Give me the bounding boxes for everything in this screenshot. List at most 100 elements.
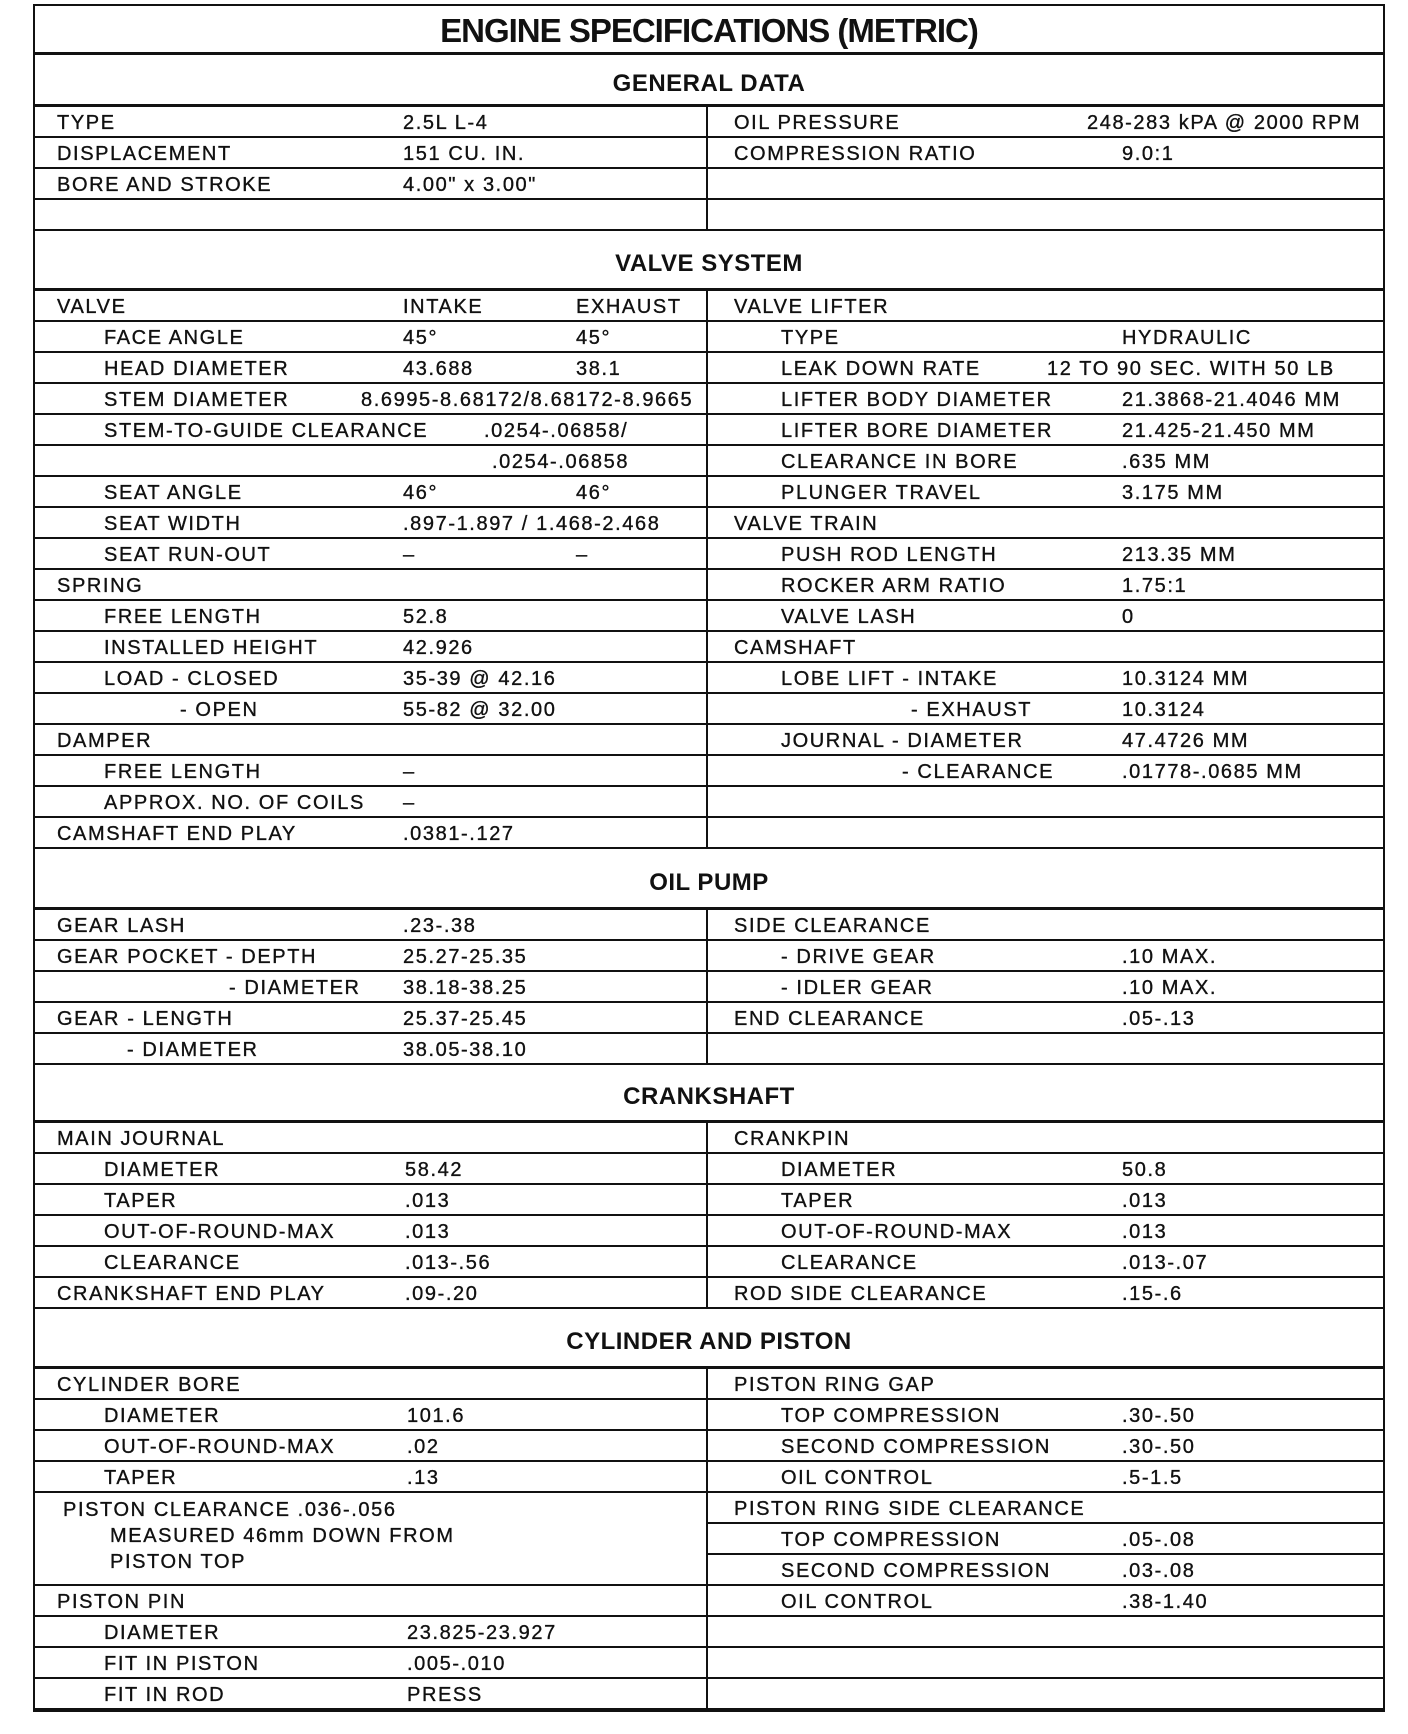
spec-row: GEAR LASH .23-.38 <box>35 910 706 941</box>
spec-row: DIAMETER 23.825-23.927 <box>35 1617 706 1648</box>
spec-value: .15-.6 <box>1122 1283 1183 1305</box>
spec-label: OIL CONTROL <box>781 1467 934 1489</box>
spec-value: .30-.50 <box>1122 1405 1196 1427</box>
spec-row: MAIN JOURNAL <box>35 1123 706 1154</box>
spec-value: 8.6995-8.68172/8.68172-8.9665 <box>361 389 694 411</box>
spec-label: DIAMETER <box>104 1622 221 1644</box>
spec-row: GEAR POCKET - DEPTH 25.27-25.35 <box>35 941 706 972</box>
spec-label: GEAR LASH <box>57 915 186 937</box>
spec-value: – <box>403 792 416 814</box>
spec-label: - CLEARANCE <box>902 761 1055 783</box>
spec-row: CLEARANCE .013-.56 <box>35 1247 706 1278</box>
spec-value: 25.27-25.35 <box>403 946 528 968</box>
spec-row: VALVE LASH 0 <box>706 601 1383 632</box>
spec-label: SPRING <box>57 575 144 597</box>
spec-row: LOBE LIFT - INTAKE 10.3124 MM <box>706 663 1383 694</box>
spec-value: .01778-.0685 MM <box>1122 761 1303 783</box>
spec-row: OIL CONTROL .5-1.5 <box>706 1462 1383 1493</box>
spec-label: INSTALLED HEIGHT <box>104 637 319 659</box>
spec-value: .02 <box>407 1436 440 1458</box>
spec-value: .0254-.06858 <box>492 451 630 473</box>
spec-label: TYPE <box>57 112 116 134</box>
spec-value: 35-39 @ 42.16 <box>403 668 557 690</box>
spec-note-line: PISTON TOP <box>110 1551 247 1573</box>
spec-row: STEM DIAMETER 8.6995-8.68172/8.68172-8.96… <box>35 384 706 415</box>
spec-label: LEAK DOWN RATE <box>781 358 981 380</box>
spec-row: SEAT WIDTH .897-1.897 / 1.468-2.468 <box>35 508 706 539</box>
spec-value: 10.3124 <box>1122 699 1206 721</box>
spec-label: VALVE LASH <box>781 606 917 628</box>
spec-value: .013-.07 <box>1122 1252 1209 1274</box>
spec-label: LOAD - CLOSED <box>104 668 280 690</box>
spec-row: CYLINDER BORE <box>35 1369 706 1400</box>
spec-row: - IDLER GEAR .10 MAX. <box>706 972 1383 1003</box>
spec-label: CAMSHAFT END PLAY <box>57 823 297 845</box>
spec-value: 50.8 <box>1122 1159 1168 1181</box>
spec-row: CLEARANCE .013-.07 <box>706 1247 1383 1278</box>
spec-label: CLEARANCE <box>781 1252 918 1274</box>
spec-value: .013-.56 <box>405 1252 492 1274</box>
spec-value: 4.00" x 3.00" <box>403 174 537 196</box>
spec-row: TYPE HYDRAULIC <box>706 322 1383 353</box>
spec-label: OUT-OF-ROUND-MAX <box>781 1221 1013 1243</box>
spec-row: OUT-OF-ROUND-MAX .02 <box>35 1431 706 1462</box>
spec-value: 1.75:1 <box>1122 575 1188 597</box>
spec-value: 21.425-21.450 MM <box>1122 420 1316 442</box>
spec-label: OIL PRESSURE <box>734 112 901 134</box>
spec-label: APPROX. NO. OF COILS <box>104 792 365 814</box>
spec-row: CAMSHAFT <box>706 632 1383 663</box>
spec-label: COMPRESSION RATIO <box>734 143 977 165</box>
spec-row <box>706 169 1383 200</box>
spec-value: 38.18-38.25 <box>403 977 528 999</box>
spec-label: LIFTER BORE DIAMETER <box>781 420 1054 442</box>
engine-spec-sheet: ENGINE SPECIFICATIONS (METRIC) GENERAL D… <box>33 4 1385 1712</box>
spec-label: CLEARANCE <box>104 1252 241 1274</box>
spec-value: 12 TO 90 SEC. WITH 50 LB <box>1047 358 1335 380</box>
spec-row: ROCKER ARM RATIO 1.75:1 <box>706 570 1383 601</box>
spec-row <box>706 818 1383 849</box>
spec-label: END CLEARANCE <box>734 1008 925 1030</box>
spec-row: DIAMETER 58.42 <box>35 1154 706 1185</box>
spec-label: CLEARANCE IN BORE <box>781 451 1019 473</box>
spec-label: ROD SIDE CLEARANCE <box>734 1283 988 1305</box>
spec-row <box>706 1679 1383 1710</box>
spec-value: 25.37-25.45 <box>403 1008 528 1030</box>
spec-row: DIAMETER 50.8 <box>706 1154 1383 1185</box>
spec-value: .013 <box>1122 1221 1168 1243</box>
spec-value-exhaust: 46° <box>576 482 612 504</box>
column-divider <box>706 107 708 231</box>
section-header-crank: CRANKSHAFT <box>35 1065 1383 1123</box>
spec-row: LIFTER BORE DIAMETER 21.425-21.450 MM <box>706 415 1383 446</box>
spec-value: 55-82 @ 32.00 <box>403 699 557 721</box>
spec-label: - DRIVE GEAR <box>781 946 936 968</box>
spec-value: .5-1.5 <box>1122 1467 1183 1489</box>
spec-label: FACE ANGLE <box>104 327 245 349</box>
spec-value: .013 <box>405 1221 451 1243</box>
spec-label: PLUNGER TRAVEL <box>781 482 982 504</box>
spec-label: CRANKPIN <box>734 1128 851 1150</box>
spec-label: OIL CONTROL <box>781 1591 934 1613</box>
spec-label: TAPER <box>104 1190 178 1212</box>
spec-label: HEAD DIAMETER <box>104 358 290 380</box>
spec-row: SIDE CLEARANCE <box>706 910 1383 941</box>
spec-row: GEAR - LENGTH 25.37-25.45 <box>35 1003 706 1034</box>
spec-row: DAMPER <box>35 725 706 756</box>
spec-label: FREE LENGTH <box>104 606 262 628</box>
spec-row: SECOND COMPRESSION .03-.08 <box>706 1555 1383 1586</box>
spec-value: .05-.08 <box>1122 1529 1196 1551</box>
spec-row: PLUNGER TRAVEL 3.175 MM <box>706 477 1383 508</box>
spec-row: COMPRESSION RATIO 9.0:1 <box>706 138 1383 169</box>
spec-label: VALVE LIFTER <box>734 296 890 318</box>
spec-value: 21.3868-21.4046 MM <box>1122 389 1341 411</box>
spec-label: TAPER <box>781 1190 855 1212</box>
spec-row: - DRIVE GEAR .10 MAX. <box>706 941 1383 972</box>
spec-row: SEAT ANGLE 46° 46° <box>35 477 706 508</box>
spec-row: FIT IN PISTON .005-.010 <box>35 1648 706 1679</box>
spec-value: .10 MAX. <box>1122 946 1218 968</box>
section-header-valve: VALVE SYSTEM <box>35 231 1383 291</box>
spec-label: SIDE CLEARANCE <box>734 915 931 937</box>
spec-row: BORE AND STROKE 4.00" x 3.00" <box>35 169 706 200</box>
spec-label: GEAR - LENGTH <box>57 1008 234 1030</box>
spec-label: PUSH ROD LENGTH <box>781 544 998 566</box>
spec-value: 23.825-23.927 <box>407 1622 557 1644</box>
